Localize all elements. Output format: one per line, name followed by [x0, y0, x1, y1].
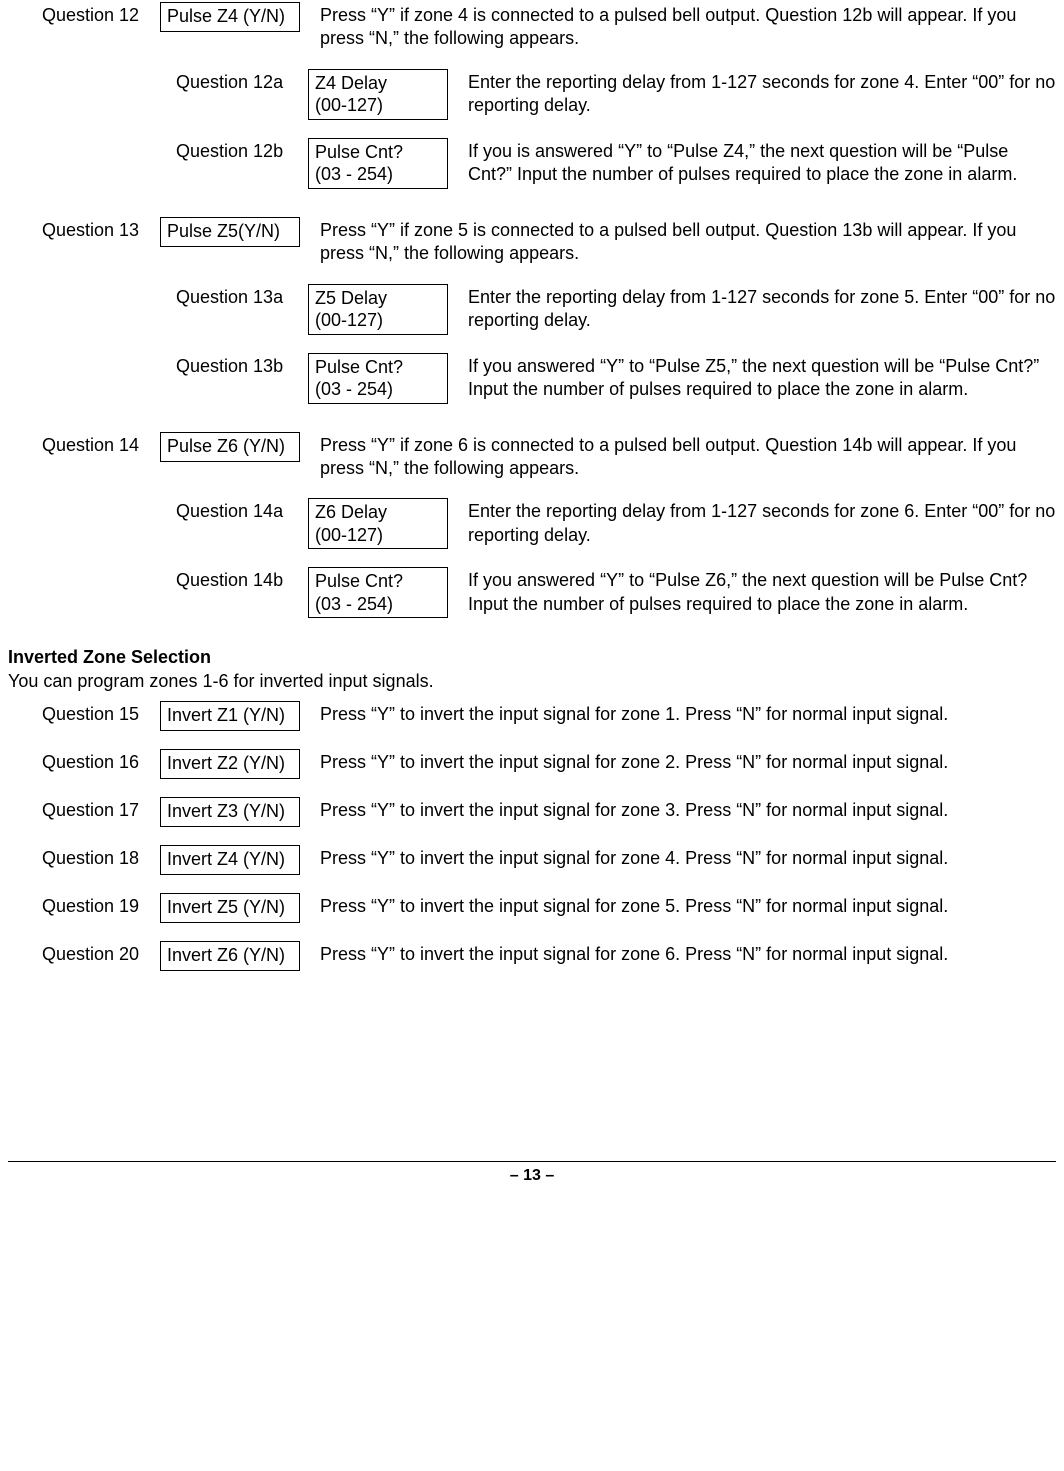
- question-description: Press “Y” to invert the input signal for…: [320, 797, 1056, 822]
- question-description: Enter the reporting delay from 1-127 sec…: [468, 284, 1056, 333]
- lcd-display: Invert Z3 (Y/N): [160, 797, 300, 827]
- question-subrow: Question 12a Z4 Delay(00-127) Enter the …: [176, 69, 1056, 120]
- question-description: If you is answered “Y” to “Pulse Z4,” th…: [468, 138, 1056, 187]
- question-row: Question 20 Invert Z6 (Y/N) Press “Y” to…: [42, 941, 1056, 971]
- question-subrow: Question 14b Pulse Cnt?(03 - 254) If you…: [176, 567, 1056, 618]
- question-label: Question 17: [42, 797, 160, 822]
- question-row: Question 16 Invert Z2 (Y/N) Press “Y” to…: [42, 749, 1056, 779]
- question-description: Press “Y” if zone 5 is connected to a pu…: [320, 217, 1056, 266]
- question-label: Question 14b: [176, 567, 308, 592]
- question-description: Press “Y” if zone 6 is connected to a pu…: [320, 432, 1056, 481]
- question-description: If you answered “Y” to “Pulse Z5,” the n…: [468, 353, 1056, 402]
- lcd-display: Invert Z1 (Y/N): [160, 701, 300, 731]
- lcd-display: Invert Z5 (Y/N): [160, 893, 300, 923]
- question-subrow: Question 12b Pulse Cnt?(03 - 254) If you…: [176, 138, 1056, 189]
- question-description: Press “Y” to invert the input signal for…: [320, 701, 1056, 726]
- lcd-display: Invert Z6 (Y/N): [160, 941, 300, 971]
- lcd-display: Pulse Z6 (Y/N): [160, 432, 300, 462]
- question-row: Question 13 Pulse Z5(Y/N) Press “Y” if z…: [42, 217, 1056, 266]
- question-row: Question 12 Pulse Z4 (Y/N) Press “Y” if …: [42, 2, 1056, 51]
- question-group-12: Question 12 Pulse Z4 (Y/N) Press “Y” if …: [8, 2, 1056, 189]
- question-description: Press “Y” to invert the input signal for…: [320, 749, 1056, 774]
- section-heading-inverted-zone: Inverted Zone Selection: [8, 646, 1056, 669]
- page-number: – 13 –: [8, 1162, 1056, 1187]
- question-label: Question 15: [42, 701, 160, 726]
- question-label: Question 19: [42, 893, 160, 918]
- question-label: Question 12b: [176, 138, 308, 163]
- question-group-14: Question 14 Pulse Z6 (Y/N) Press “Y” if …: [8, 432, 1056, 619]
- question-row: Question 19 Invert Z5 (Y/N) Press “Y” to…: [42, 893, 1056, 923]
- question-description: Press “Y” to invert the input signal for…: [320, 893, 1056, 918]
- question-label: Question 18: [42, 845, 160, 870]
- question-label: Question 20: [42, 941, 160, 966]
- question-description: Press “Y” to invert the input signal for…: [320, 845, 1056, 870]
- question-description: Press “Y” to invert the input signal for…: [320, 941, 1056, 966]
- question-label: Question 13: [42, 217, 160, 242]
- question-description: Enter the reporting delay from 1-127 sec…: [468, 69, 1056, 118]
- lcd-display: Z4 Delay(00-127): [308, 69, 448, 120]
- lcd-display: Invert Z4 (Y/N): [160, 845, 300, 875]
- question-label: Question 14a: [176, 498, 308, 523]
- section-intro: You can program zones 1-6 for inverted i…: [8, 670, 1056, 693]
- lcd-display: Pulse Z5(Y/N): [160, 217, 300, 247]
- question-row: Question 18 Invert Z4 (Y/N) Press “Y” to…: [42, 845, 1056, 875]
- question-subrow: Question 14a Z6 Delay(00-127) Enter the …: [176, 498, 1056, 549]
- question-description: Press “Y” if zone 4 is connected to a pu…: [320, 2, 1056, 51]
- question-description: Enter the reporting delay from 1-127 sec…: [468, 498, 1056, 547]
- lcd-display: Pulse Cnt?(03 - 254): [308, 567, 448, 618]
- question-label: Question 12a: [176, 69, 308, 94]
- lcd-display: Pulse Cnt?(03 - 254): [308, 353, 448, 404]
- question-label: Question 14: [42, 432, 160, 457]
- question-description: If you answered “Y” to “Pulse Z6,” the n…: [468, 567, 1056, 616]
- lcd-display: Invert Z2 (Y/N): [160, 749, 300, 779]
- question-group-13: Question 13 Pulse Z5(Y/N) Press “Y” if z…: [8, 217, 1056, 404]
- question-row: Question 14 Pulse Z6 (Y/N) Press “Y” if …: [42, 432, 1056, 481]
- lcd-display: Pulse Cnt?(03 - 254): [308, 138, 448, 189]
- question-label: Question 16: [42, 749, 160, 774]
- question-label: Question 13a: [176, 284, 308, 309]
- lcd-display: Z5 Delay(00-127): [308, 284, 448, 335]
- lcd-display: Z6 Delay(00-127): [308, 498, 448, 549]
- question-row: Question 15 Invert Z1 (Y/N) Press “Y” to…: [42, 701, 1056, 731]
- question-label: Question 12: [42, 2, 160, 27]
- question-subrow: Question 13a Z5 Delay(00-127) Enter the …: [176, 284, 1056, 335]
- question-row: Question 17 Invert Z3 (Y/N) Press “Y” to…: [42, 797, 1056, 827]
- question-subrow: Question 13b Pulse Cnt?(03 - 254) If you…: [176, 353, 1056, 404]
- question-label: Question 13b: [176, 353, 308, 378]
- lcd-display: Pulse Z4 (Y/N): [160, 2, 300, 32]
